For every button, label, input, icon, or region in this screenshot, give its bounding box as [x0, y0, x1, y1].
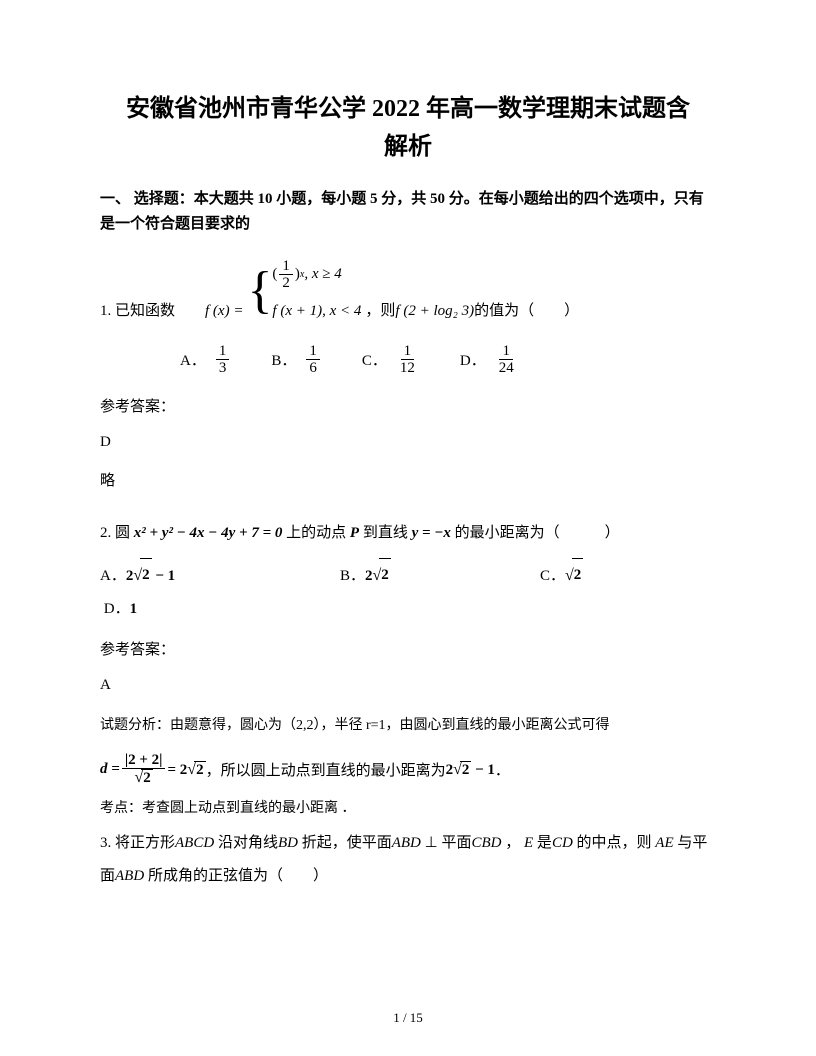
q2-option-d: D．1 — [100, 593, 716, 626]
page-title: 安徽省池州市青华公学 2022 年高一数学理期末试题含 解析 — [100, 90, 716, 167]
q1-func-lhs: f (x) = — [205, 298, 243, 325]
q1-answer-label: 参考答案： — [100, 395, 716, 416]
q2-prefix: 2. 圆 — [100, 525, 130, 541]
q2-circle-eq: x² + y² − 4x − 4y + 7 = 0 — [134, 525, 283, 541]
question-3: 3. 将正方形ABCD 沿对角线BD 折起，使平面ABD ⊥ 平面CBD ， E… — [100, 827, 716, 893]
q2-answer-label: 参考答案： — [100, 638, 716, 659]
q2-options: A．2√2 − 1 B．2√2 C．√2 D．1 — [100, 558, 716, 626]
q1-options: A． 13 B． 16 C． 112 D． 124 — [180, 343, 716, 377]
q2-option-c: C．√2 — [540, 558, 583, 593]
q2-mid1: 上的动点 — [286, 525, 346, 541]
q1-mid: ，则 — [365, 298, 395, 325]
q1-option-d: D． 124 — [460, 343, 519, 377]
q1-piecewise: { (12)x, x ≥ 4 f (x + 1), x < 4 — [247, 258, 361, 325]
q2-option-a: A．2√2 − 1 — [100, 558, 340, 593]
q2-point: P — [350, 525, 359, 541]
q2-option-b: B．2√2 — [340, 558, 540, 593]
title-line-1: 安徽省池州市青华公学 2022 年高一数学理期末试题含 — [100, 90, 716, 128]
q2-d-equation: d = |2 + 2| √2 = 2√2 ，所以圆上动点到直线的最小距离为 2√… — [100, 752, 716, 787]
q2-suffix: 的最小距离为（ ） — [455, 525, 620, 541]
q2-mid2: 到直线 — [363, 525, 408, 541]
q1-option-b: B． 16 — [271, 343, 322, 377]
q2-answer: A — [100, 677, 716, 694]
q1-suffix: 的值为（ ） — [474, 298, 579, 325]
q1-option-a: A． 13 — [180, 343, 231, 377]
q1-answer: D — [100, 434, 716, 451]
page-footer: 1 / 15 — [0, 1010, 816, 1026]
q1-case1: (12)x, x ≥ 4 — [272, 258, 361, 292]
left-brace-icon: { — [247, 265, 272, 317]
q2-analysis-suffix: ，所以圆上动点到直线的最小距离为 — [206, 759, 446, 780]
title-line-2: 解析 — [100, 128, 716, 166]
q1-prefix: 1. 已知函数 — [100, 298, 175, 325]
question-2: 2. 圆 x² + y² − 4x − 4y + 7 = 0 上的动点 P 到直… — [100, 518, 716, 548]
q2-line-eq: y = −x — [412, 525, 451, 541]
q1-case2: f (x + 1), x < 4 — [272, 298, 361, 325]
q1-option-c: C． 112 — [362, 343, 420, 377]
q1-brief: 略 — [100, 469, 716, 490]
question-1: 1. 已知函数 f (x) = { (12)x, x ≥ 4 f (x + 1)… — [100, 258, 716, 325]
q1-expr: f (2 + log₂ 3) — [395, 298, 474, 325]
section-heading: 一、 选择题：本大题共 10 小题，每小题 5 分，共 50 分。在每小题给出的… — [100, 187, 716, 238]
q2-analysis-1: 试题分析：由题意得，圆心为（2,2），半径 r=1，由圆心到直线的最小距离公式可… — [100, 712, 716, 740]
q2-kaodian: 考点：考查圆上动点到直线的最小距离 ． — [100, 797, 716, 817]
